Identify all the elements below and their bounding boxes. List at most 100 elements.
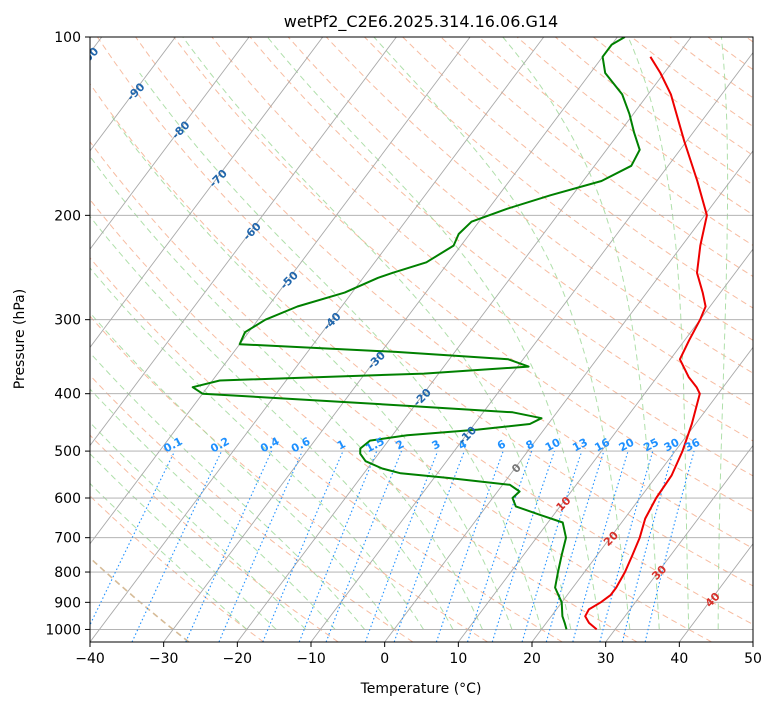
mixing-ratio-line: [325, 450, 403, 642]
dry-adiabat-line: [402, 37, 753, 309]
dry-adiabat-line: [90, 198, 638, 642]
x-tick-label: −10: [296, 651, 326, 667]
mixing-ratio-label: 20: [617, 436, 637, 455]
moist-adiabat-line: [502, 37, 660, 630]
dry-adiabat-line: [90, 257, 563, 642]
moist-adiabat-line: [90, 155, 483, 630]
mixing-ratio-line: [298, 450, 378, 642]
x-tick-label: −40: [75, 651, 105, 667]
mixing-ratio-line: [435, 450, 504, 642]
isobars: [90, 37, 753, 630]
y-tick-label: 200: [54, 208, 81, 224]
isotherm-line: [457, 248, 753, 642]
mixing-ratio-line: [364, 450, 439, 642]
mixing-ratio-line: [521, 450, 583, 642]
mixing-ratio-label: 25: [641, 436, 661, 455]
isotherm-line: [605, 444, 753, 642]
isotherms: [90, 37, 753, 642]
mixing-ratio-line: [393, 450, 465, 642]
y-tick-label: 800: [54, 565, 81, 581]
mixing-ratio-line: [262, 450, 344, 642]
y-tick-label: 1000: [45, 622, 81, 638]
chart-title: wetPf2_C2E6.2025.314.16.06.G14: [284, 12, 558, 32]
x-axis-label: Temperature (°C): [360, 681, 482, 697]
isotherm-line: [90, 37, 545, 642]
y-tick-label: 600: [54, 491, 81, 507]
y-tick-label: 300: [54, 313, 81, 329]
dry-adiabat-line: [96, 37, 753, 587]
y-axis-label: Pressure (hPa): [12, 289, 28, 389]
moist-adiabat-line: [90, 453, 277, 630]
mixing-ratio-line: [218, 450, 303, 642]
mixing-ratio-line: [545, 450, 605, 642]
moist-adiabat-line: [627, 37, 690, 630]
moist-adiabat-line: [139, 72, 542, 630]
mixing-ratio-label: 16: [592, 436, 612, 455]
mixing-ratio-line: [599, 450, 654, 642]
x-tick-label: −20: [223, 651, 253, 667]
dry-adiabat-line: [173, 37, 753, 513]
moist-adiabats: [90, 37, 729, 630]
dry-adiabat-line: [90, 374, 414, 642]
isotherm-line: [384, 150, 753, 642]
plot-frame: [89, 36, 754, 643]
mixing-ratio-label: 30: [662, 436, 682, 455]
dry-adiabat-label: -100: [73, 44, 102, 73]
isotherm-line: [90, 37, 176, 152]
plot-area: 0.10.20.40.611.52346810131620253036-100-…: [73, 37, 753, 642]
moist-adiabat-line: [267, 37, 601, 630]
mixing-ratio-line: [491, 450, 555, 642]
moist-adiabat-line: [90, 311, 395, 630]
isotherm-line: [163, 37, 618, 642]
mixing-ratio-line: [185, 450, 273, 642]
y-axis-ticks: 100 200 300 400 500 600 700 800 900 1000: [45, 30, 90, 638]
isotherm-line: [310, 51, 753, 642]
isotherm-line: [531, 346, 753, 642]
x-tick-label: 50: [744, 651, 762, 667]
mixing-ratio-lines: [90, 450, 695, 642]
mixing-ratio-line: [90, 450, 176, 627]
mixing-ratio-line: [572, 450, 629, 642]
dry-adiabat-line: [90, 83, 753, 625]
moist-adiabat-line: [109, 113, 513, 630]
moist-adiabat-line: [90, 352, 365, 630]
moist-adiabat-line: [373, 37, 631, 630]
mixing-ratio-label: 10: [543, 436, 563, 455]
mixing-ratio-label: 36: [683, 436, 703, 455]
y-tick-label: 700: [54, 531, 81, 547]
dry-adiabat-line: [211, 37, 753, 477]
x-tick-label: −30: [149, 651, 179, 667]
moist-adiabat-line: [717, 37, 729, 630]
temperature-profile-line: [584, 56, 708, 631]
x-tick-label: 40: [670, 651, 688, 667]
mixing-ratio-line: [466, 450, 533, 642]
profile-series: [191, 37, 708, 631]
isotherm-line: [90, 37, 324, 349]
moist-adiabat-line: [90, 482, 248, 630]
isotherm-line: [90, 37, 471, 545]
x-tick-label: 20: [523, 651, 541, 667]
mixing-ratio-label: 13: [570, 436, 590, 455]
x-tick-label: 0: [380, 651, 389, 667]
dry-adiabat-line: [364, 37, 753, 341]
x-tick-label: 10: [449, 651, 467, 667]
isotherm-line: [90, 37, 250, 250]
dewpoint-profile-line: [191, 37, 641, 630]
moist-adiabat-line: [90, 267, 424, 630]
x-axis-ticks: −40 −30 −20 −10 0 10 20 30 40 50: [75, 642, 762, 667]
mixing-ratio-line: [621, 450, 674, 642]
isotherm-line: [236, 37, 692, 642]
y-tick-label: 500: [54, 444, 81, 460]
dry-adiabat-line: [90, 140, 712, 642]
y-tick-label: 100: [54, 30, 81, 46]
mixing-ratio-line: [644, 450, 695, 642]
moist-adiabat-line: [90, 215, 454, 630]
isotherm-line: [90, 37, 397, 447]
dry-adiabat-line: [249, 37, 753, 442]
moist-adiabat-line: [90, 388, 336, 630]
x-tick-label: 30: [597, 651, 615, 667]
y-tick-label: 900: [54, 595, 81, 611]
